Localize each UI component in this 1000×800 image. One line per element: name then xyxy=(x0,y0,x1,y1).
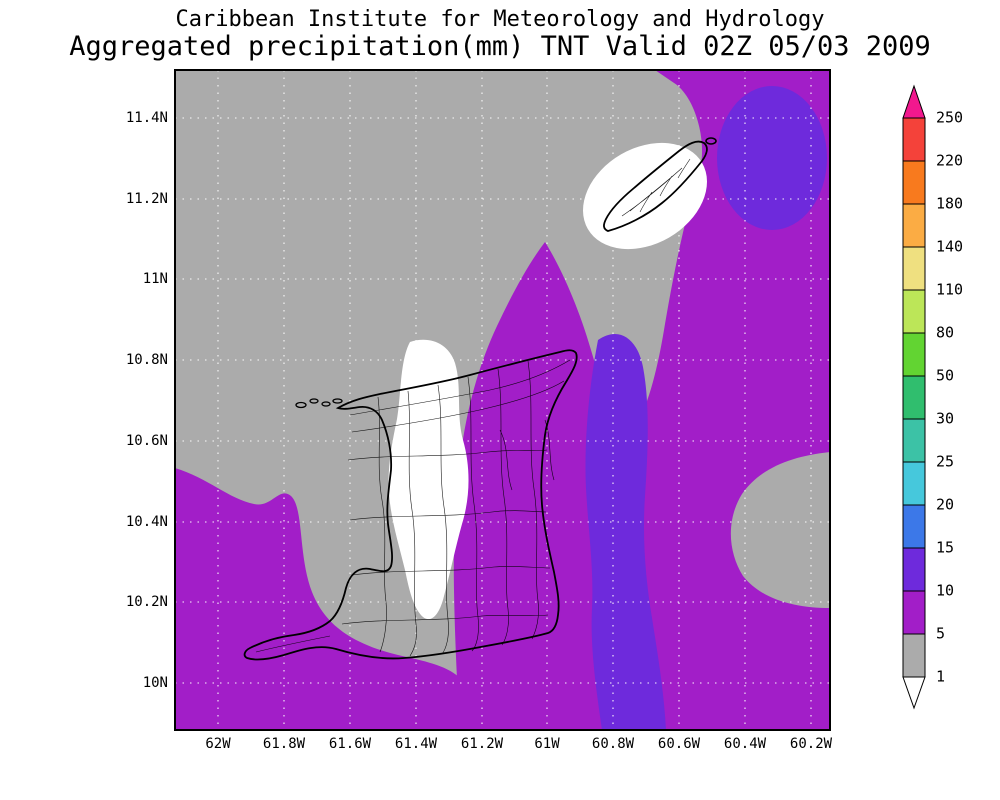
colorbar-segment xyxy=(902,246,926,291)
lat-tick-label: 11.2N xyxy=(126,191,168,207)
colorbar-tick-label: 50 xyxy=(936,367,954,385)
colorbar-segment xyxy=(902,375,926,420)
colorbar-tick-label: 80 xyxy=(936,324,954,342)
precip-region-5-10mm-southwest xyxy=(175,468,478,730)
colorbar-tick-label: 250 xyxy=(936,109,963,127)
coastline-trinidad xyxy=(243,349,578,661)
colorbar-tick-label: 110 xyxy=(936,281,963,299)
colorbar-segment xyxy=(902,418,926,463)
offshore-islands-northwest xyxy=(295,398,343,409)
watershed-lines-tobago xyxy=(621,158,691,217)
colorbar-tick-label: 1 xyxy=(936,668,945,686)
colorbar-segment xyxy=(902,547,926,592)
colorbar-tick-label: 10 xyxy=(936,582,954,600)
colorbar-tick-label: 220 xyxy=(936,152,963,170)
lon-tick-label: 60.2W xyxy=(790,736,833,752)
colorbar-segment xyxy=(902,289,926,334)
figure-subtitle: Aggregated precipitation(mm) TNT Valid 0… xyxy=(69,31,931,62)
lon-axis: 62W 61.8W 61.6W 61.4W 61.2W 61W 60.8W 60… xyxy=(205,736,832,752)
lon-tick-label: 61W xyxy=(534,736,560,752)
dry-region-trinidad-below-1mm xyxy=(388,339,469,620)
lat-tick-label: 10.6N xyxy=(126,433,168,449)
colorbar-tick-label: 180 xyxy=(936,195,963,213)
lat-tick-label: 10.2N xyxy=(126,594,168,610)
precip-region-1-5mm-right-pocket xyxy=(730,452,830,608)
colorbar: 250 220 180 140 110 80 50 30 25 20 15 10… xyxy=(902,84,963,710)
colorbar-segment xyxy=(902,461,926,506)
coastline-tobago xyxy=(603,140,708,232)
colorbar-tick-label: 20 xyxy=(936,496,954,514)
lat-tick-label: 10.8N xyxy=(126,352,168,368)
map-plot-area xyxy=(174,69,831,731)
precip-region-10-15mm-northeast-cell xyxy=(717,86,827,230)
colorbar-tick-label: 25 xyxy=(936,453,954,471)
lon-tick-label: 61.6W xyxy=(329,736,372,752)
colorbar-tick-label: 5 xyxy=(936,625,945,643)
colorbar-segment xyxy=(902,590,926,635)
map-frame xyxy=(174,69,831,731)
colorbar-segment xyxy=(902,160,926,205)
precip-region-10-15mm-east-band xyxy=(585,333,666,730)
lon-tick-label: 60.4W xyxy=(724,736,767,752)
lat-tick-label: 11.4N xyxy=(126,110,168,126)
lon-tick-label: 62W xyxy=(205,736,231,752)
islet-northeast-tobago xyxy=(705,137,717,145)
colorbar-tick-label: 15 xyxy=(936,539,954,557)
figure-title: Caribbean Institute for Meteorology and … xyxy=(175,7,824,32)
colorbar-arrow-bottom xyxy=(902,676,926,710)
dry-region-tobago-below-1mm xyxy=(583,142,707,250)
colorbar-segment xyxy=(902,203,926,248)
colorbar-arrow-top xyxy=(902,84,926,119)
colorbar-segment xyxy=(902,504,926,549)
watershed-lines-trinidad xyxy=(255,359,571,657)
lon-tick-label: 60.6W xyxy=(658,736,701,752)
lat-axis: 11.4N 11.2N 11N 10.8N 10.6N 10.4N 10.2N … xyxy=(126,110,168,691)
lon-tick-label: 60.8W xyxy=(592,736,635,752)
colorbar-segment xyxy=(902,633,926,678)
precip-region-5-10mm-east xyxy=(453,70,830,730)
colorbar-tick-label: 30 xyxy=(936,410,954,428)
colorbar-segment xyxy=(902,332,926,377)
graticule xyxy=(175,70,830,730)
lon-tick-label: 61.4W xyxy=(395,736,438,752)
lon-tick-label: 61.2W xyxy=(461,736,504,752)
lat-tick-label: 10N xyxy=(143,675,168,691)
colorbar-tick-label: 140 xyxy=(936,238,963,256)
lat-tick-label: 11N xyxy=(143,271,168,287)
lon-tick-label: 61.8W xyxy=(263,736,306,752)
colorbar-segment xyxy=(902,117,926,162)
lat-tick-label: 10.4N xyxy=(126,514,168,530)
